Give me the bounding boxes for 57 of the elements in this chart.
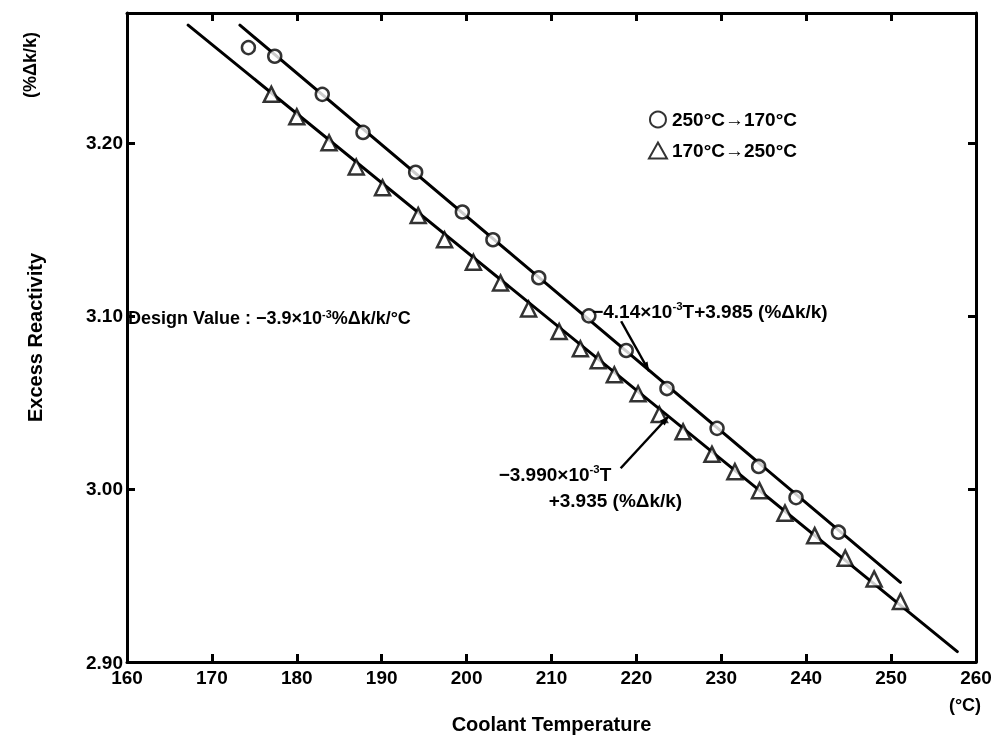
- x-tick-label: 220: [620, 667, 653, 688]
- point: [891, 592, 910, 611]
- x-tick-label: 180: [280, 667, 313, 688]
- point: [464, 253, 483, 271]
- point: [788, 489, 804, 506]
- y-tick-label: 3.10: [86, 305, 123, 327]
- point: [347, 158, 365, 176]
- point: [605, 365, 624, 384]
- point: [726, 462, 744, 481]
- legend-label: 170°C→250°C: [671, 140, 798, 161]
- point: [618, 342, 634, 359]
- point: [531, 270, 547, 286]
- point: [750, 481, 769, 500]
- point: [409, 206, 427, 225]
- legend-label: 250°C→170°C: [671, 109, 798, 130]
- x-tick-label: 210: [535, 667, 568, 688]
- x-tick-label: 240: [790, 667, 823, 688]
- point: [550, 322, 568, 341]
- point: [629, 385, 647, 403]
- point: [355, 124, 371, 141]
- text: (%Δk/k): [20, 32, 40, 98]
- point: [750, 458, 767, 475]
- point: [709, 420, 725, 437]
- y-tick-label: 3.20: [86, 132, 123, 154]
- y-axis-title: Excess Reactivity: [24, 252, 46, 423]
- x-tick-label: 250: [875, 667, 907, 688]
- point: [519, 300, 538, 318]
- y-tick-label: 3.00: [86, 478, 123, 500]
- x-tick-label: 170: [196, 667, 228, 688]
- point: [491, 274, 510, 292]
- point: [674, 423, 692, 441]
- point: [435, 230, 454, 249]
- x-tick-label: 260: [960, 667, 992, 688]
- point: [407, 164, 424, 180]
- point: [314, 86, 331, 103]
- x-tick-label: 200: [450, 667, 483, 688]
- x-tick-label: 190: [365, 667, 398, 688]
- text: (°C): [948, 695, 982, 715]
- point: [373, 179, 392, 197]
- point: [571, 340, 590, 358]
- point: [776, 504, 794, 522]
- point: [266, 48, 283, 65]
- point: [240, 39, 257, 56]
- point: [454, 204, 471, 220]
- x-tick-label: 230: [705, 667, 738, 688]
- point: [485, 231, 501, 248]
- point: [288, 108, 306, 126]
- point: [836, 549, 854, 567]
- point: [659, 380, 675, 397]
- point: [703, 445, 721, 464]
- point: [830, 524, 847, 540]
- point: [589, 352, 607, 370]
- point: [262, 85, 281, 104]
- point: [865, 570, 883, 588]
- point: [320, 134, 338, 152]
- point: [805, 526, 824, 545]
- x-axis-title: Coolant Temperature: [451, 713, 652, 735]
